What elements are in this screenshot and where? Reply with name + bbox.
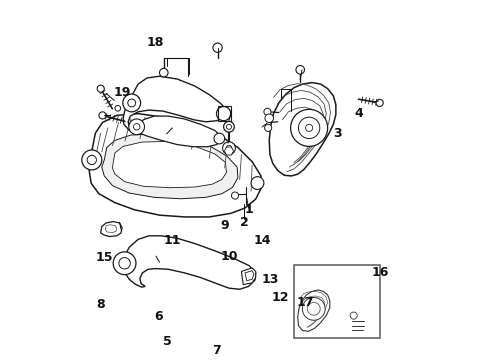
Circle shape (223, 121, 234, 132)
Text: 4: 4 (355, 107, 364, 120)
Text: 6: 6 (154, 310, 163, 323)
Circle shape (251, 177, 264, 189)
Circle shape (87, 155, 97, 165)
Text: 16: 16 (372, 266, 389, 279)
Text: 13: 13 (262, 274, 279, 287)
Circle shape (226, 124, 231, 129)
Circle shape (296, 66, 304, 74)
Polygon shape (123, 76, 226, 133)
Circle shape (302, 297, 325, 320)
Circle shape (350, 312, 357, 319)
Polygon shape (242, 268, 256, 285)
Bar (294, 265, 380, 338)
Polygon shape (135, 116, 221, 147)
Text: 5: 5 (163, 335, 172, 348)
Circle shape (160, 68, 168, 77)
Text: 12: 12 (271, 291, 289, 304)
Circle shape (123, 94, 141, 112)
Polygon shape (224, 147, 234, 155)
Circle shape (115, 105, 121, 111)
Circle shape (129, 119, 145, 135)
Text: 8: 8 (97, 298, 105, 311)
Polygon shape (102, 134, 238, 199)
Circle shape (133, 123, 140, 130)
Circle shape (128, 99, 136, 107)
Polygon shape (122, 236, 256, 289)
Text: 11: 11 (163, 234, 181, 247)
Circle shape (97, 85, 104, 92)
Circle shape (306, 124, 313, 131)
Circle shape (113, 252, 136, 275)
Polygon shape (245, 271, 254, 281)
Text: 7: 7 (212, 344, 221, 357)
Circle shape (265, 124, 272, 131)
Polygon shape (298, 290, 330, 331)
Circle shape (376, 99, 383, 107)
Circle shape (214, 133, 225, 144)
Text: 9: 9 (220, 219, 229, 232)
Circle shape (231, 192, 239, 199)
Text: 18: 18 (147, 36, 164, 49)
Circle shape (307, 302, 320, 315)
Text: 15: 15 (96, 251, 113, 264)
Text: 17: 17 (296, 296, 314, 309)
Polygon shape (101, 221, 122, 237)
Text: 3: 3 (333, 127, 342, 140)
Polygon shape (105, 225, 117, 233)
Circle shape (82, 150, 102, 170)
Text: 14: 14 (253, 234, 271, 247)
Text: 10: 10 (220, 249, 238, 262)
Circle shape (119, 257, 130, 269)
Circle shape (217, 107, 231, 121)
Text: 1: 1 (244, 203, 253, 216)
Circle shape (264, 108, 271, 116)
Polygon shape (269, 82, 336, 176)
Circle shape (226, 145, 232, 151)
Circle shape (291, 109, 328, 147)
Circle shape (99, 112, 106, 119)
Circle shape (298, 117, 320, 139)
Text: 19: 19 (113, 86, 131, 99)
Circle shape (222, 142, 235, 154)
Polygon shape (89, 114, 261, 217)
Polygon shape (113, 141, 226, 188)
Text: 2: 2 (240, 216, 248, 229)
Circle shape (265, 114, 273, 122)
Circle shape (213, 43, 222, 52)
